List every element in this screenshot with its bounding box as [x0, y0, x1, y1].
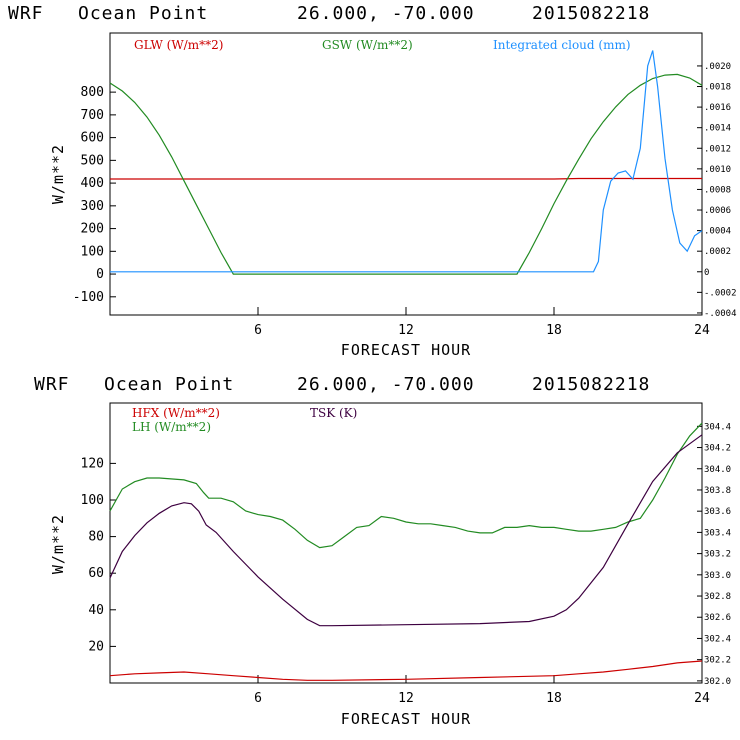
bottom-y2-tick-label: 302.6: [704, 613, 731, 623]
bottom-y2-tick-label: 303.4: [704, 528, 731, 538]
bottom-legend-lh: LH (W/m**2): [132, 420, 211, 434]
bottom-y2-tick-label: 302.8: [704, 592, 731, 602]
bottom-title-coords: 26.000, -70.000: [297, 374, 475, 395]
top-y-axis-label: W/m**2: [49, 144, 67, 204]
top-legend-glw: GLW (W/m**2): [134, 38, 223, 52]
top-y2-tick-label: .0020: [704, 62, 731, 72]
bottom-y2-tick-label: 302.2: [704, 656, 731, 666]
bottom-y-tick-label: 40: [88, 603, 104, 618]
bottom-y-tick-label: 120: [81, 456, 104, 471]
bottom-y2-tick-label: 303.2: [704, 550, 731, 560]
bottom-x-axis-ticks: 6 12 18 24: [254, 675, 710, 706]
top-y2-tick-label: .0012: [704, 144, 731, 154]
top-legend-cloud: Integrated cloud (mm): [493, 38, 631, 52]
bottom-y-tick-label: 100: [81, 493, 104, 508]
bottom-chart: WRF Ocean Point 26.000, -70.000 20150822…: [34, 374, 731, 728]
bottom-plot-frame: [109, 402, 703, 684]
bottom-x-tick-label: 6: [254, 691, 262, 706]
top-y2-tick-label: .0016: [704, 103, 731, 113]
top-y-tick-label: 700: [81, 108, 104, 123]
top-y-tick-label: 400: [81, 176, 104, 191]
bottom-title-date: 2015082218: [532, 374, 650, 395]
bottom-series-line-1: [109, 422, 703, 549]
bottom-y2-tick-label: 303.6: [704, 507, 731, 517]
top-y-tick-label: 200: [81, 222, 104, 237]
top-y-tick-label: 0: [96, 267, 104, 282]
top-chart: WRF Ocean Point 26.000, -70.000 20150822…: [8, 3, 737, 359]
top-x-axis-label: FORECAST HOUR: [341, 341, 471, 359]
bottom-title-location: Ocean Point: [104, 374, 234, 395]
bottom-series-line-0: [109, 660, 703, 681]
bottom-y-axis-label: W/m**2: [49, 514, 67, 574]
top-y2-tick-label: .0004: [704, 227, 731, 237]
top-y2-tick-label: .0006: [704, 206, 731, 216]
bottom-x-tick-label: 18: [546, 691, 562, 706]
top-x-tick-label: 12: [398, 323, 414, 338]
bottom-legend-tsk: TSK (K): [310, 406, 357, 420]
bottom-x-tick-label: 12: [398, 691, 414, 706]
bottom-y2-tick-label: 303.8: [704, 486, 731, 496]
bottom-y2-tick-label: 302.4: [704, 634, 731, 644]
top-y2-tick-label: 0: [704, 268, 709, 278]
top-y2-tick-label: .0002: [704, 247, 731, 257]
top-x-tick-label: 18: [546, 323, 562, 338]
top-plot-frame: [109, 32, 703, 316]
top-y2-tick-label: .0014: [704, 124, 731, 134]
bottom-y2-tick-label: 304.4: [704, 422, 731, 432]
top-x-tick-label: 6: [254, 323, 262, 338]
top-series-line-1: [109, 73, 703, 275]
bottom-y2-tick-label: 304.0: [704, 465, 731, 475]
bottom-y-tick-label: 20: [88, 639, 104, 654]
top-y-tick-label: 500: [81, 153, 104, 168]
top-x-tick-label: 24: [694, 323, 710, 338]
top-y2-tick-label: -.0004: [704, 309, 737, 319]
top-series-line-0: [110, 177, 702, 180]
top-x-axis-ticks: 6 12 18 24: [254, 307, 710, 338]
bottom-y-axis-ticks: 20 40 60 80 100 120: [81, 456, 116, 654]
top-title-coords: 26.000, -70.000: [297, 3, 475, 24]
top-title-model: WRF: [8, 3, 44, 24]
bottom-y-tick-label: 80: [88, 530, 104, 545]
bottom-y2-tick-label: 302.0: [704, 677, 731, 687]
bottom-series-lines: [109, 422, 703, 681]
bottom-y2-tick-label: 303.0: [704, 571, 731, 581]
bottom-y2-axis-ticks: 302.0 302.2 302.4 302.6 302.8 303.0 303.2 303.4…: [697, 422, 731, 687]
top-y-tick-label: 800: [81, 85, 104, 100]
top-y-tick-label: -100: [73, 290, 104, 305]
top-y-tick-label: 100: [81, 244, 104, 259]
top-series-line-2: [110, 50, 703, 273]
bottom-y-tick-label: 60: [88, 566, 104, 581]
bottom-x-axis-label: FORECAST HOUR: [341, 710, 471, 728]
top-y2-tick-label: .0010: [704, 165, 731, 175]
bottom-y2-tick-label: 304.2: [704, 444, 731, 454]
top-y2-tick-label: -.0002: [704, 288, 737, 298]
top-y-tick-label: 600: [81, 131, 104, 146]
top-title-date: 2015082218: [532, 3, 650, 24]
top-title-location: Ocean Point: [78, 3, 208, 24]
bottom-x-tick-label: 24: [694, 691, 710, 706]
top-series-lines: [109, 50, 703, 275]
bottom-title-model: WRF: [34, 374, 70, 395]
bottom-legend-hfx: HFX (W/m**2): [132, 406, 220, 420]
top-y2-tick-label: .0008: [704, 185, 731, 195]
top-y2-tick-label: .0018: [704, 83, 731, 93]
top-y-tick-label: 300: [81, 199, 104, 214]
top-legend-gsw: GSW (W/m**2): [322, 38, 413, 52]
bottom-series-line-2: [109, 434, 703, 627]
top-y-axis-ticks: -100 0 100 200 300 400 500 600 700 800: [73, 85, 116, 305]
top-y2-axis-ticks: -.0004 -.0002 0 .0002 .0004 .0006 .0008 .0010 .0…: [697, 62, 737, 319]
